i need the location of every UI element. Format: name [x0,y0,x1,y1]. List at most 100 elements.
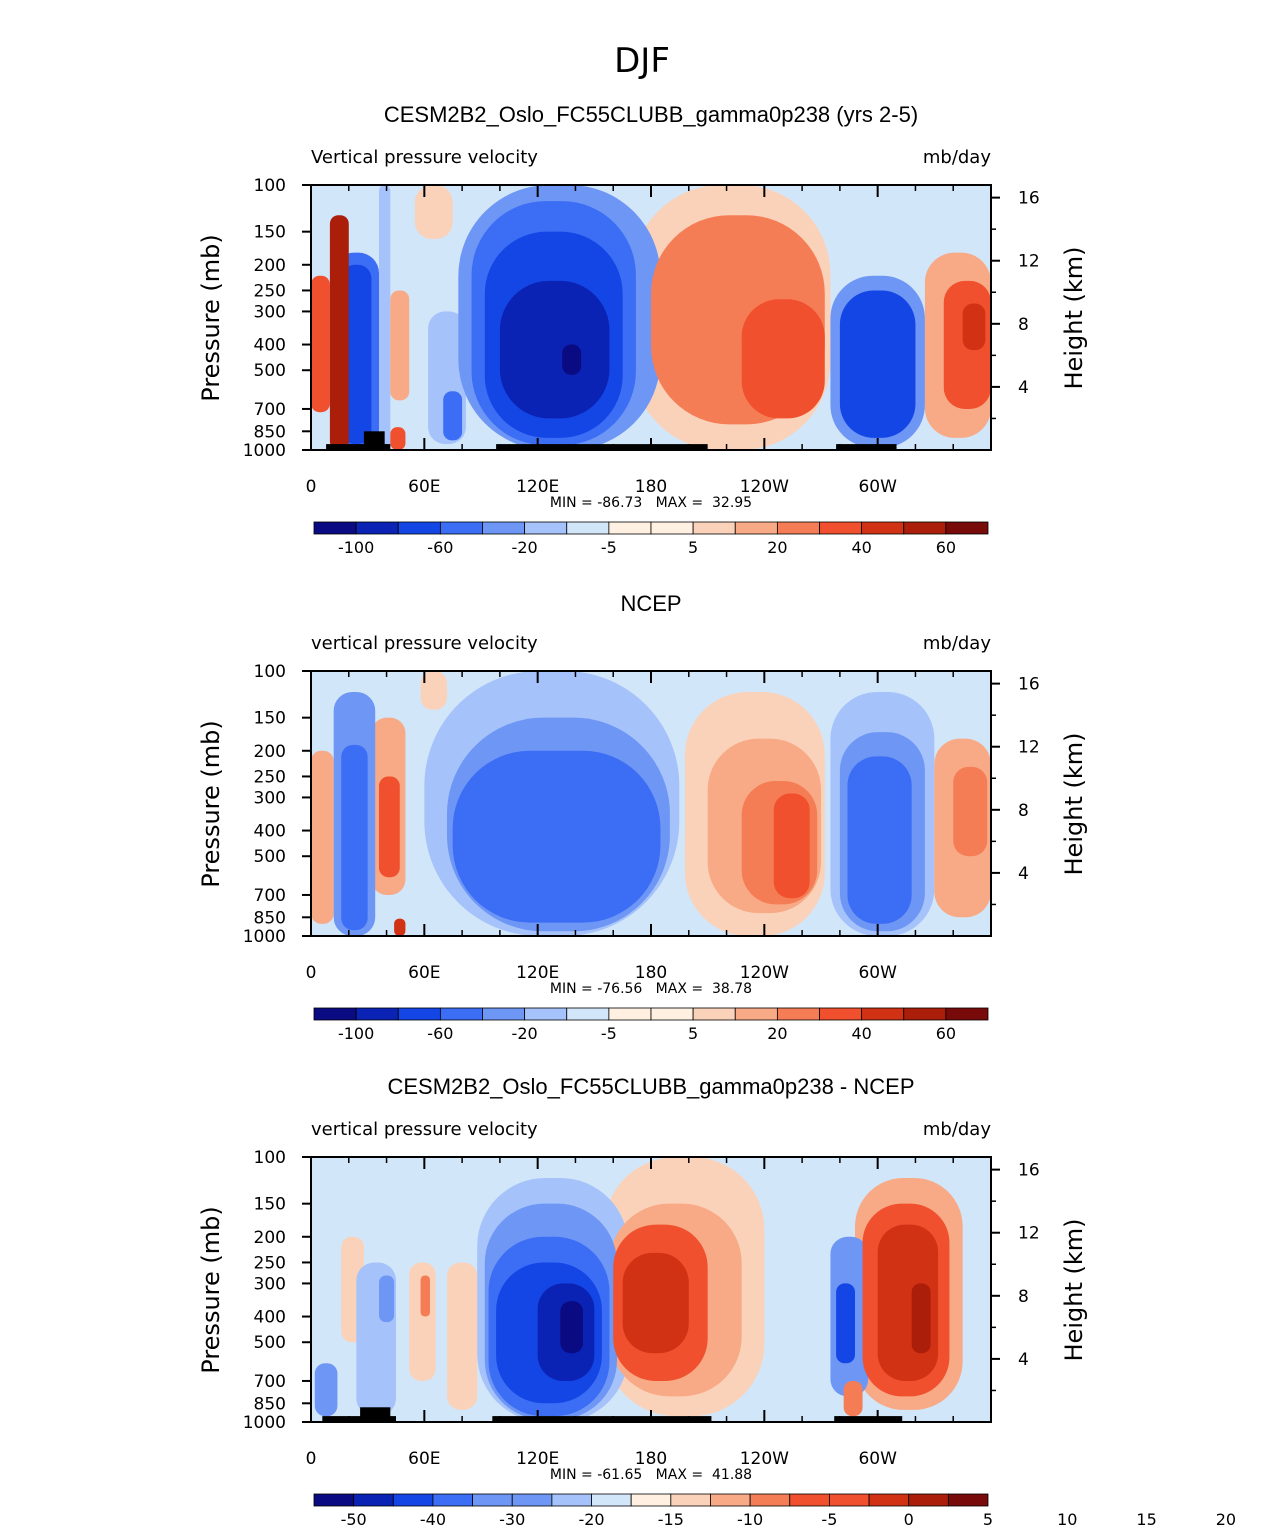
y2-tick-label: 8 [1018,1287,1029,1307]
colorbar-label: 20 [767,538,787,557]
contour-region [443,391,463,441]
y-tick-label: 1000 [243,927,286,947]
x-tick-label: 120E [516,477,559,497]
colorbar-label: 40 [851,1024,871,1043]
y-tick-label: 200 [254,256,286,276]
contour-region [311,275,330,413]
colorbar: -100 -60 -20 -5 5 20 40 60 [313,1007,989,1043]
contour-region [962,303,986,351]
y-tick-label: 300 [254,302,286,322]
contour-region [839,290,916,438]
colorbar-label: -60 [427,1024,453,1043]
y2-axis-label: Height (km) [1060,1219,1088,1362]
y-tick-label: 700 [254,1372,286,1392]
x-tick-label: 180 [635,963,667,983]
y-tick-label: 300 [254,788,286,808]
colorbar-label: -20 [578,1510,604,1529]
contour-region [420,671,447,710]
contour-region [390,290,410,401]
colorbar-box [692,1007,736,1021]
colorbar-box [650,1007,694,1021]
colorbar-label: 5 [688,1024,698,1043]
colorbar-box [868,1493,910,1507]
y-tick-label: 850 [254,908,286,928]
y-tick-label: 150 [254,709,286,729]
colorbar-box [650,521,694,535]
land-mask [363,431,385,450]
x-tick-label: 120E [516,1449,559,1469]
y-tick-label: 250 [254,767,286,787]
colorbar: -100 -60 -20 -5 5 20 40 60 [313,521,989,557]
colorbar-label: -100 [338,538,374,557]
colorbar-box [511,1493,553,1507]
colorbar-box [524,521,568,535]
colorbar-box [692,521,736,535]
colorbar-box [861,1007,905,1021]
contour-region [836,1283,855,1364]
left-string: vertical pressure velocity [311,1119,538,1140]
colorbar-box [432,1493,473,1507]
contour-region [329,215,349,450]
x-tick-label: 120W [740,963,789,983]
colorbar-label: -60 [427,538,453,557]
contour-region [499,280,610,419]
land-mask [834,1416,903,1422]
colorbar-box [945,521,989,535]
x-tick-label: 120W [740,1449,789,1469]
colorbar-label: 60 [936,538,956,557]
land-mask [360,1407,391,1422]
colorbar-box [903,521,947,535]
colorbar-label: 5 [688,538,698,557]
colorbar-box [482,521,526,535]
colorbar-box [591,1493,632,1507]
contour-region [911,1283,931,1354]
land-mask [496,444,708,450]
y-tick-label: 300 [254,1274,286,1294]
min-max-stats: MIN = -61.65 MAX = 41.88 [550,1467,752,1483]
land-mask [492,1416,712,1422]
x-tick-label: 0 [306,1449,317,1469]
x-tick-label: 60E [408,1449,440,1469]
colorbar-box [776,521,820,535]
colorbar-label: -10 [737,1510,763,1529]
y2-tick-label: 4 [1018,378,1029,398]
colorbar-box [566,521,610,535]
colorbar-box [908,1493,949,1507]
x-tick-label: 0 [306,477,317,497]
colorbar-label: -30 [499,1510,525,1529]
contour-region [314,1363,338,1417]
colorbar-box [903,1007,947,1021]
colorbar-box [749,1493,791,1507]
contour-region [560,1301,583,1354]
y2-tick-label: 8 [1018,801,1029,821]
x-tick-label: 180 [635,477,667,497]
right-string: mb/day [923,147,991,168]
x-tick-label: 60W [858,1449,897,1469]
colorbar-box [551,1493,592,1507]
contour-region [562,344,582,375]
contour-region [622,1252,689,1354]
y-tick-label: 250 [254,1253,286,1273]
y-tick-label: 700 [254,400,286,420]
colorbar-label: 60 [936,1024,956,1043]
colorbar-box [945,1007,989,1021]
y-tick-label: 100 [254,1148,286,1168]
y-axis-label: Pressure (mb) [197,234,225,401]
contour-region [390,427,406,450]
colorbar-label: -50 [341,1510,367,1529]
x-tick-label: 0 [306,963,317,983]
colorbar-box [608,1007,652,1021]
y-tick-label: 400 [254,1308,286,1328]
x-tick-label: 120W [740,477,789,497]
y2-axis-label: Height (km) [1060,247,1088,390]
colorbar-box [355,521,399,535]
y-tick-label: 500 [254,1333,286,1353]
contour-region [741,299,825,419]
y-axis-label: Pressure (mb) [197,720,225,887]
y-tick-label: 150 [254,223,286,243]
x-tick-label: 180 [635,1449,667,1469]
colorbar-box [524,1007,568,1021]
